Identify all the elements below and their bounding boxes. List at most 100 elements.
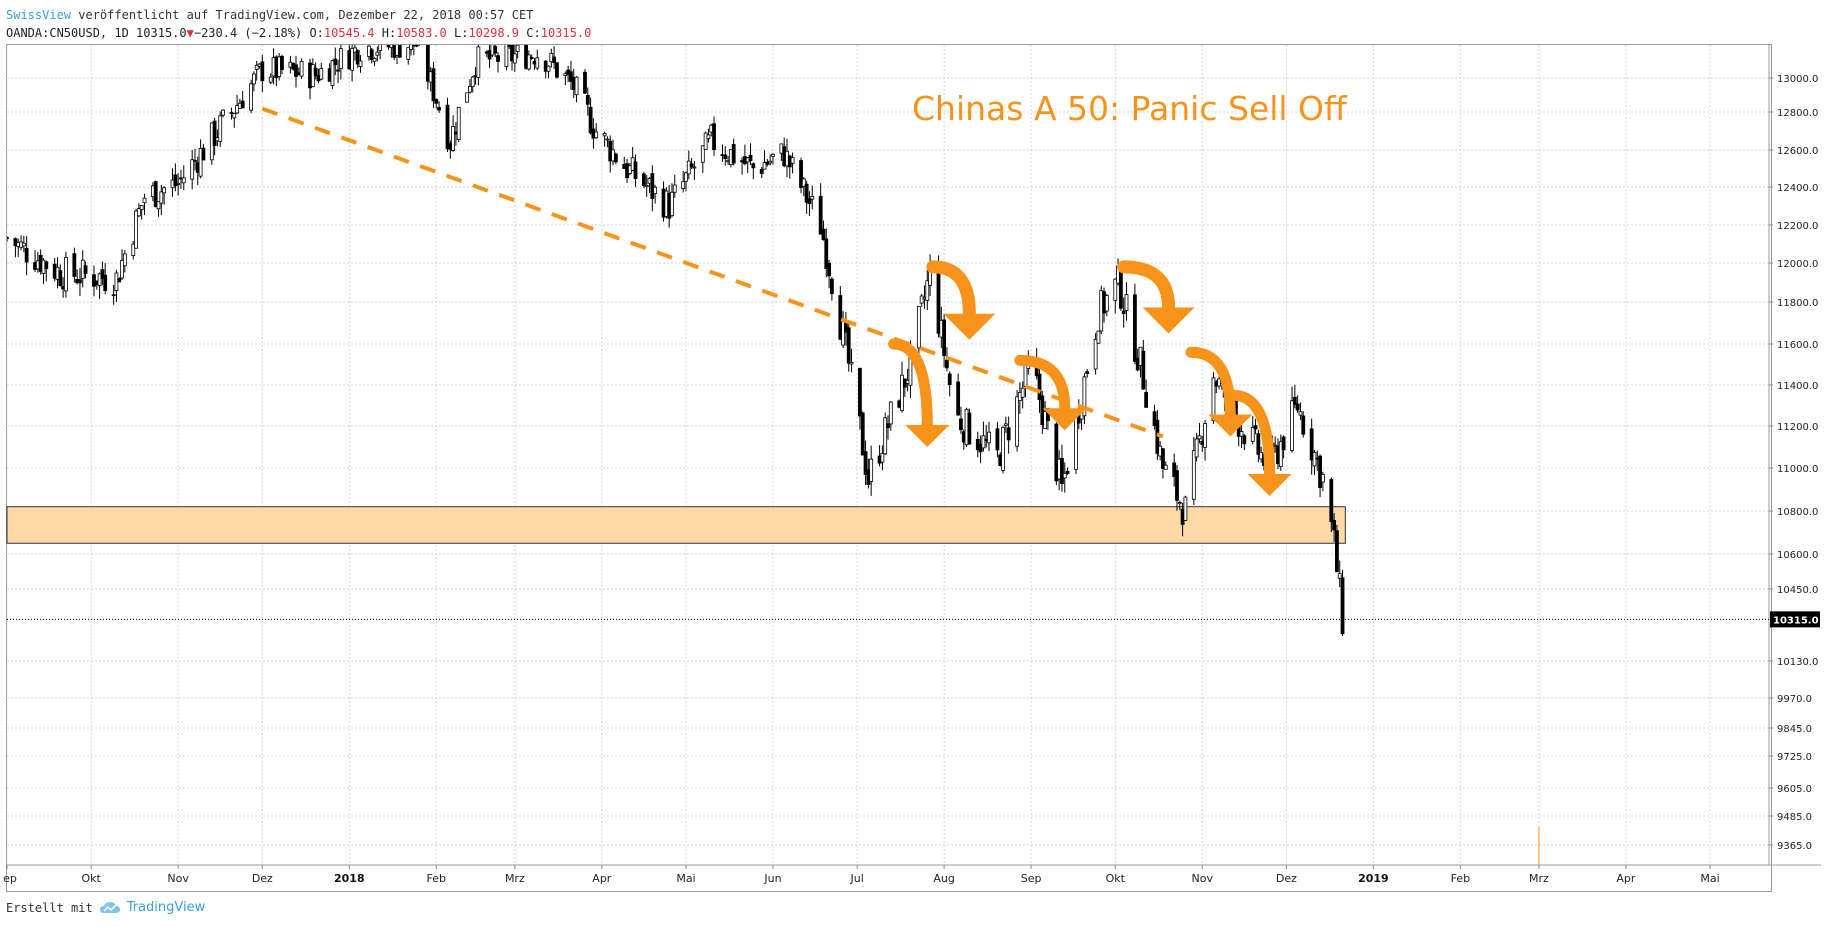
- y-tick-label: 12200.0: [1777, 221, 1818, 232]
- candle-body: [804, 183, 809, 203]
- x-tick-label: Feb: [1451, 872, 1470, 885]
- candle-body: [470, 76, 475, 88]
- arrow-head: [943, 313, 996, 340]
- last-price-label: 10315.0: [1773, 615, 1819, 626]
- candle-body: [849, 362, 854, 365]
- curved-arrow-shaft: [1227, 389, 1276, 480]
- candle-body: [330, 60, 335, 86]
- candle-body: [748, 154, 753, 162]
- candle-body: [1301, 415, 1306, 435]
- candle-body: [173, 174, 178, 187]
- y-tick-label: 12800.0: [1777, 108, 1818, 119]
- candle-body: [386, 45, 391, 48]
- candle-body: [751, 163, 756, 169]
- ohlc-line: OANDA:CN50USD, 1D 10315.0▼−230.4 (−2.18%…: [6, 24, 591, 42]
- candle-body: [218, 115, 223, 142]
- candle-body: [280, 55, 284, 71]
- y-tick-label: 10600.0: [1777, 550, 1818, 561]
- tradingview-brand[interactable]: TradingView: [126, 900, 206, 915]
- candle-body: [338, 48, 343, 70]
- x-tick-label: Mai: [1700, 872, 1719, 885]
- candle-body: [765, 161, 770, 165]
- candle-body: [1332, 519, 1337, 531]
- curved-arrow-shaft: [1185, 346, 1236, 420]
- candle-body: [1183, 496, 1188, 521]
- candle-body: [942, 319, 947, 356]
- candle-body: [594, 131, 599, 139]
- candle-body: [117, 277, 122, 283]
- candle-body: [1121, 310, 1126, 315]
- candle-body: [319, 68, 324, 80]
- candle-body: [605, 138, 610, 141]
- candle-body: [122, 253, 127, 267]
- candle-body: [201, 147, 206, 161]
- candle-body: [863, 451, 868, 475]
- candle-body: [916, 305, 921, 349]
- candle-body: [411, 45, 416, 47]
- candle-body: [1062, 472, 1067, 479]
- candle-body: [799, 160, 803, 188]
- low-label: L:: [446, 26, 469, 40]
- candle-body: [689, 163, 694, 168]
- candle-body: [686, 160, 691, 175]
- x-tick-label: Aug: [933, 872, 954, 885]
- y-tick-label: 9485.0: [1777, 812, 1812, 823]
- candle-body: [546, 65, 551, 72]
- y-tick-label: 13000.0: [1777, 74, 1818, 85]
- candle-body: [731, 144, 736, 164]
- candle-body: [801, 178, 806, 187]
- candle-body: [700, 145, 705, 163]
- close-value: 10315.0: [540, 26, 592, 40]
- candle-body: [1242, 435, 1247, 445]
- candle-body: [372, 58, 377, 62]
- publisher-link[interactable]: SwissView: [6, 8, 72, 22]
- candle-body: [254, 64, 259, 70]
- candle-body: [684, 172, 688, 182]
- candle-body: [162, 187, 167, 194]
- candle-body: [409, 45, 413, 50]
- candle-body: [156, 201, 161, 210]
- candle-body: [529, 57, 534, 59]
- candle-body: [613, 153, 618, 163]
- down-triangle-icon: ▼: [186, 26, 194, 40]
- open-value: 10545.4: [323, 26, 375, 40]
- candle-body: [759, 169, 764, 175]
- candle-body: [1340, 577, 1345, 635]
- candle-body: [790, 157, 795, 164]
- candle-body: [1054, 423, 1059, 482]
- axes: 13000.0 12800.0 12600.0 12400.0 12200.0 12000…: [3, 45, 1821, 885]
- x-tick-label: Nov: [167, 872, 189, 885]
- created-with-label: Erstellt mit: [6, 900, 93, 915]
- candle-body: [1197, 435, 1202, 440]
- candle-body: [232, 113, 237, 119]
- candle-body: [1085, 371, 1090, 374]
- candle-body: [959, 418, 963, 431]
- candle-body: [768, 160, 773, 164]
- candle-body: [1318, 455, 1322, 488]
- candles: [7, 45, 1345, 637]
- candle-body: [299, 60, 304, 77]
- candle-body: [131, 243, 136, 256]
- candle-body: [1040, 395, 1045, 425]
- tradingview-cloud-icon: [99, 901, 120, 913]
- candle-body: [642, 173, 646, 187]
- candle-body: [967, 412, 972, 445]
- candle-body: [437, 107, 441, 111]
- candle-body: [44, 261, 49, 270]
- candle-body: [333, 58, 338, 66]
- x-tick-label: 2019: [1358, 872, 1389, 885]
- candle-body: [378, 45, 383, 51]
- candle-body: [1337, 573, 1342, 579]
- x-tick-label: Sep: [1021, 872, 1042, 885]
- candle-body: [692, 166, 697, 169]
- candle-body: [190, 159, 195, 180]
- candle-body: [829, 278, 834, 295]
- candle-body: [1194, 438, 1199, 458]
- candle-body: [212, 120, 217, 147]
- candle-body: [159, 191, 164, 204]
- candle-body: [956, 381, 961, 416]
- candle-body: [1281, 436, 1286, 451]
- candle-body: [563, 73, 568, 77]
- candle-body: [512, 53, 517, 64]
